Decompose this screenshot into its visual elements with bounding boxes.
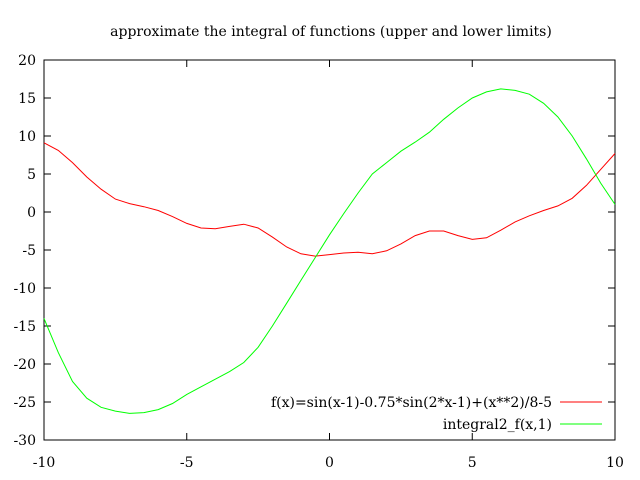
chart-title: approximate the integral of functions (u… <box>110 24 552 40</box>
y-tick-label: 15 <box>18 91 36 107</box>
y-tick-label: -25 <box>13 395 36 411</box>
axis-ticks: -30 -25 -20 -15 -10 -5 0 5 10 15 20 -10 -5 0 5 10 <box>13 53 623 471</box>
legend-label: integral2_f(x,1) <box>443 417 552 433</box>
series-line-1 <box>43 142 616 257</box>
series-layer <box>43 88 616 414</box>
y-tick-label: -5 <box>22 243 36 259</box>
y-tick-label: 5 <box>27 167 36 183</box>
y-tick-label: -10 <box>13 281 36 297</box>
y-tick-label: 10 <box>18 129 36 145</box>
x-tick-label: 0 <box>325 455 334 471</box>
y-tick-label: 0 <box>27 205 36 221</box>
y-tick-label: -15 <box>13 319 36 335</box>
legend-label: f(x)=sin(x-1)-0.75*sin(2*x-1)+(x**2)/8-5 <box>271 395 552 411</box>
series-line-2 <box>43 88 616 414</box>
x-tick-label: 5 <box>468 455 477 471</box>
legend: f(x)=sin(x-1)-0.75*sin(2*x-1)+(x**2)/8-5… <box>271 395 602 433</box>
x-tick-label: 10 <box>606 455 624 471</box>
x-tick-label: -10 <box>33 455 56 471</box>
y-tick-label: -30 <box>13 433 36 449</box>
x-tick-label: -5 <box>180 455 194 471</box>
y-tick-label: 20 <box>18 53 36 69</box>
y-tick-label: -20 <box>13 357 36 373</box>
